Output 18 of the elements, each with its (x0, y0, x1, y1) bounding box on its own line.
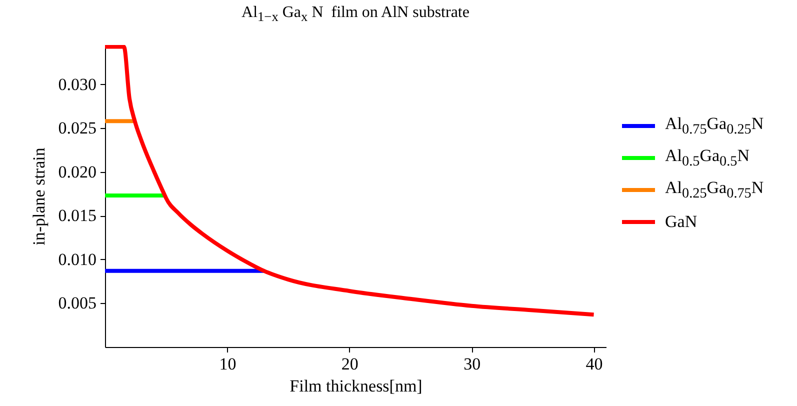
line-series (105, 45, 596, 317)
y-tick-label: 0.020 (58, 162, 96, 182)
legend-label: GaN (665, 212, 698, 232)
y-tick-label: 0.025 (58, 118, 96, 138)
y-tick-label: 0.010 (58, 250, 96, 269)
x-axis-title: Film thickness[nm] (290, 376, 422, 396)
chart-title: Al$_{1−x}$ Ga$_{x}$ N film on AlN substrate (240, 4, 470, 26)
legend-label: Al$_{0.5}$Ga$_{0.5}$N (665, 146, 750, 170)
y-tick-label: 0.005 (58, 294, 96, 313)
y-axis-title: in-plane strain (29, 147, 48, 246)
y-tick-label: 0.015 (58, 206, 96, 226)
legend-label: Al$_{0.25}$Ga$_{0.75}$N (665, 178, 764, 202)
legend-label: Al$_{0.75}$Ga$_{0.25}$N (665, 114, 764, 138)
x-tick-label: 40 (586, 354, 603, 374)
x-tick-label: 20 (341, 354, 358, 374)
x-tick-label: 30 (464, 354, 481, 374)
x-tick-label: 10 (219, 354, 236, 374)
y-tick-label: 0.030 (58, 74, 96, 94)
